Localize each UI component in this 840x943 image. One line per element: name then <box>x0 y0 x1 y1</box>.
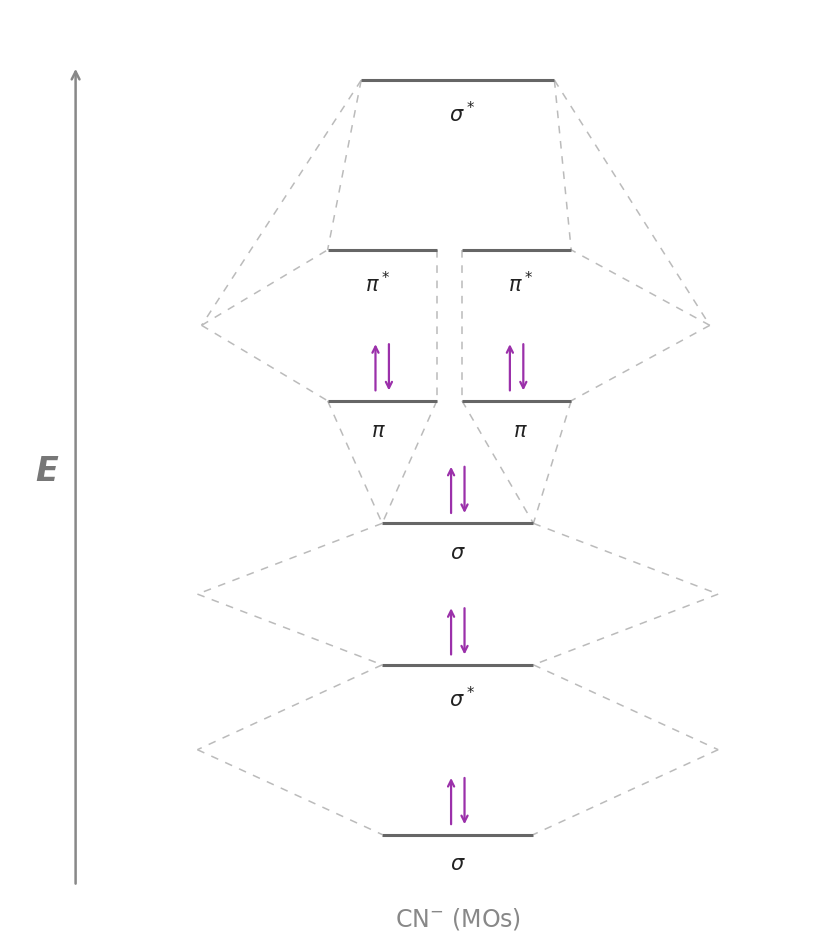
Text: $\pi^*$: $\pi^*$ <box>508 271 533 296</box>
Text: $\sigma$: $\sigma$ <box>450 855 465 874</box>
Text: $\sigma^*$: $\sigma^*$ <box>449 101 475 126</box>
Text: $\pi^*$: $\pi^*$ <box>365 271 391 296</box>
Text: $\sigma^*$: $\sigma^*$ <box>449 686 475 711</box>
Text: CN$^{-}$ (MOs): CN$^{-}$ (MOs) <box>395 905 521 932</box>
Text: $\pi$: $\pi$ <box>513 422 528 440</box>
Text: $\pi$: $\pi$ <box>370 422 386 440</box>
Text: $\sigma$: $\sigma$ <box>450 544 465 563</box>
Text: E: E <box>34 455 58 488</box>
